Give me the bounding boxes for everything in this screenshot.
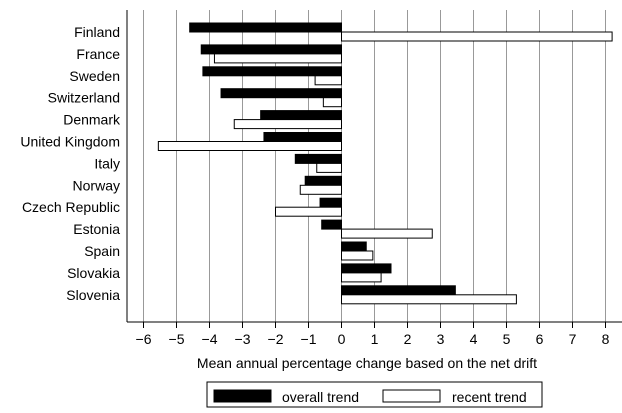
x-tick-label-5: 5	[503, 331, 511, 347]
bar-recent-trend-czech-republic	[275, 206, 342, 217]
category-label-czech-republic: Czech Republic	[22, 199, 120, 215]
legend-label-overall-trend: overall trend	[282, 389, 359, 405]
bar-recent-trend-france	[213, 53, 342, 64]
axes	[126, 10, 622, 328]
x-tick-label-3: 3	[437, 331, 445, 347]
bar-recent-trend-slovenia	[341, 294, 517, 305]
bar-overall-trend-estonia	[321, 219, 343, 230]
x-tick-label-7: 7	[569, 331, 577, 347]
category-label-slovenia: Slovenia	[66, 287, 120, 303]
x-tick-label--3: −3	[235, 331, 251, 347]
x-tick-label-1: 1	[371, 331, 379, 347]
bar-overall-trend-france	[200, 44, 342, 55]
x-tick-label--2: −2	[268, 331, 284, 347]
legend-label-recent-trend: recent trend	[452, 389, 527, 405]
bar-overall-trend-switzerland	[220, 88, 342, 99]
bar-overall-trend-italy	[294, 153, 342, 164]
x-tick-label-4: 4	[470, 331, 478, 347]
bar-overall-trend-sweden	[202, 66, 342, 77]
bar-overall-trend-slovenia	[341, 285, 456, 296]
category-label-switzerland: Switzerland	[48, 90, 120, 106]
bar-overall-trend-slovakia	[341, 263, 392, 274]
x-tick-label--4: −4	[202, 331, 218, 347]
category-label-estonia: Estonia	[73, 221, 120, 237]
tick-labels: −6 −5 −4 −3 −2 −1 0 1 2 3 4 5 6 7 8	[136, 331, 610, 347]
legend-swatch-overall-trend	[213, 389, 272, 403]
bar-recent-trend-united-kingdom	[157, 141, 342, 151]
bar-overall-trend-finland	[189, 22, 342, 33]
bar-recent-trend-sweden	[314, 75, 343, 86]
x-tick-label--5: −5	[169, 331, 185, 347]
x-tick-label--6: −6	[136, 331, 152, 347]
bar-recent-trend-italy	[316, 162, 342, 173]
category-label-denmark: Denmark	[63, 112, 121, 128]
bar-overall-trend-czech-republic	[319, 197, 342, 208]
bar-recent-trend-norway	[299, 184, 342, 195]
legend: overall trend recent trend	[206, 381, 543, 408]
category-labels: Finland France Sweden Switzerland Denmark Uni…	[20, 24, 121, 303]
category-label-spain: Spain	[84, 243, 120, 259]
x-axis-label: Mean annual percentage change based on t…	[197, 355, 537, 371]
category-label-slovakia: Slovakia	[67, 265, 120, 281]
category-label-united-kingdom: United Kingdom	[20, 134, 120, 150]
bar-recent-trend-spain	[341, 250, 374, 261]
bar-overall-trend-spain	[341, 241, 367, 252]
category-label-norway: Norway	[73, 177, 120, 193]
bars	[157, 22, 613, 305]
category-label-france: France	[76, 46, 120, 62]
bar-recent-trend-switzerland	[322, 97, 343, 108]
bar-recent-trend-denmark	[233, 119, 342, 130]
x-tick-label-2: 2	[404, 331, 412, 347]
category-label-sweden: Sweden	[69, 68, 120, 84]
bar-overall-trend-united-kingdom	[263, 132, 343, 142]
bar-recent-trend-slovakia	[341, 272, 382, 283]
bar-recent-trend-estonia	[341, 228, 433, 239]
x-tick-label-0: 0	[338, 331, 346, 347]
category-label-finland: Finland	[74, 24, 120, 40]
x-tick-label--1: −1	[301, 331, 317, 347]
bar-recent-trend-finland	[341, 31, 613, 42]
bar-overall-trend-norway	[304, 175, 343, 186]
x-tick-label-8: 8	[602, 331, 610, 347]
category-label-italy: Italy	[94, 155, 120, 171]
x-tick-label-6: 6	[536, 331, 544, 347]
legend-swatch-recent-trend	[382, 389, 441, 403]
bar-overall-trend-denmark	[260, 110, 342, 121]
